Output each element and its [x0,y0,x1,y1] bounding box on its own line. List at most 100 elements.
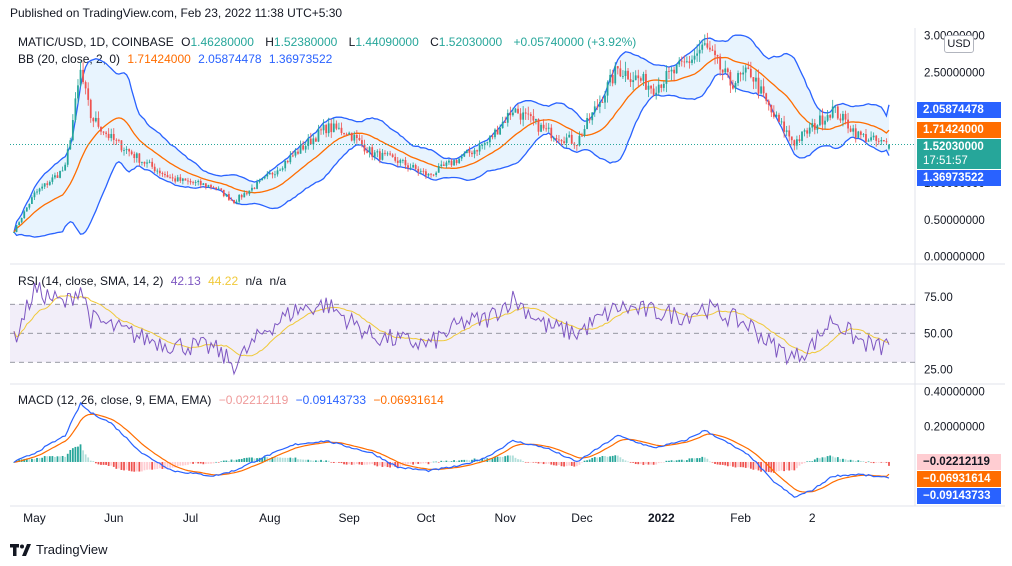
candle-body [302,145,305,150]
candle-body [542,124,545,129]
macd-histogram-bar [291,458,294,462]
candle [757,69,760,99]
candle-body [729,72,732,86]
rsi-legend: RSI (14, close, SMA, 14, 2) 42.13 44.22 … [18,274,290,288]
candle-body [642,73,645,81]
macd-histogram-bar [854,460,857,462]
candle [371,144,374,161]
macd-histogram-bar [220,461,223,463]
candle-body [657,84,660,93]
candle [327,117,330,137]
macd-histogram-bar [529,461,532,463]
candle-body [94,117,97,122]
macd-histogram-bar [135,461,138,472]
candle [734,81,737,93]
candle-body [389,153,391,155]
candle-body [143,161,146,164]
macd-histogram-bar [785,461,788,471]
candle-body [228,194,230,200]
rsi-pane[interactable] [10,282,915,376]
candle-body [355,135,358,138]
candle [161,171,164,177]
candle-body [872,135,875,138]
candle [233,199,235,205]
candle [66,144,69,168]
candle-body [639,78,642,81]
candle [796,135,798,150]
macd-histogram-bar [112,461,115,467]
candle-body [468,149,471,153]
brand-name: TradingView [36,542,108,557]
price-pane[interactable] [10,32,915,238]
candle [166,171,169,178]
candle-body [48,181,51,185]
candle [859,130,862,140]
candle [867,138,870,142]
candle-body [212,187,215,188]
candle [637,69,640,87]
candle [412,162,415,168]
candle [829,113,832,121]
candle-body [512,112,514,116]
candle-body [243,193,246,198]
candle-body [583,128,586,136]
currency-button[interactable]: USD [944,35,974,53]
candle-body [535,118,537,121]
candle [806,127,809,139]
candle-body [299,145,302,154]
bb-basis-value: 1.71424000 [127,52,191,66]
candle [491,133,494,140]
candle [831,99,834,119]
macd-tick-label: 0.20000000 [924,422,985,434]
candle [824,116,826,130]
candle-body [650,85,652,89]
open-value: 1.46280000 [190,35,254,49]
macd-line-badge: −0.09143733 [917,488,1001,504]
candle [82,61,84,85]
candle [721,69,724,81]
macd-histogram-bar [31,458,33,462]
candle-body [399,160,402,163]
candle [102,131,105,136]
candle [363,139,366,155]
macd-histogram-bar [706,458,709,462]
macd-histogram-bar [230,459,233,462]
candle-body [320,129,322,131]
candle [627,67,629,80]
macd-histogram-bar [225,460,228,462]
macd-histogram-bar [796,461,798,469]
candle-body [565,137,568,143]
macd-histogram-bar [844,459,847,462]
candle [737,70,739,87]
candle-body [806,130,809,134]
candle-body [43,183,46,187]
candle-body [271,172,274,175]
macd-histogram-bar [335,461,338,463]
macd-histogram-bar [133,461,136,472]
macd-histogram-bar [394,461,397,467]
macd-histogram-bar [634,461,637,465]
change-value: +0.05740000 (+3.92%) [513,35,637,49]
candle-body [586,117,588,129]
candle-body [110,133,113,139]
candle [210,183,212,190]
candle-body [327,123,330,134]
macd-histogram-bar [435,461,438,463]
macd-pane[interactable] [13,401,890,498]
candle-body [514,108,517,113]
macd-histogram-bar [826,456,829,462]
candle-body [394,156,397,161]
candle-body [798,139,801,141]
candle [274,170,276,179]
candle-body [540,124,542,132]
candle [41,183,44,191]
low-value: 1.44090000 [355,35,419,49]
macd-histogram-bar [719,461,722,465]
candle-body [760,86,762,94]
candle-body [23,211,26,219]
candle [696,44,699,62]
candle [882,139,885,142]
macd-histogram-bar [488,458,491,462]
candle-body [309,138,312,145]
